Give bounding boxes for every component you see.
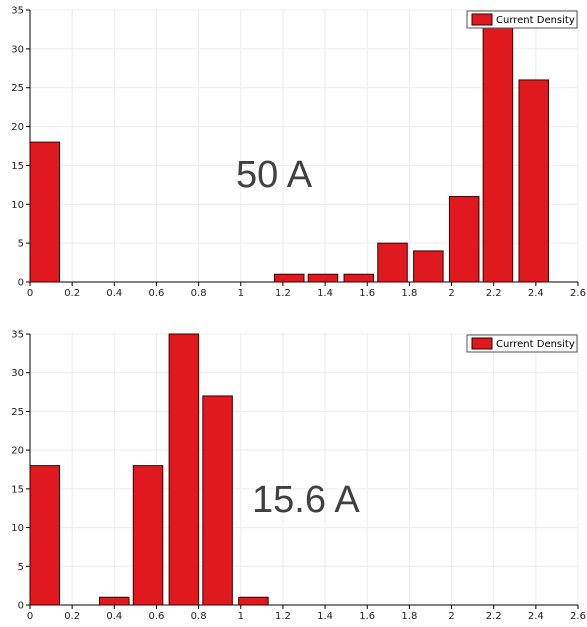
histogram-bar: [29, 465, 61, 606]
y-tick-label: 25: [11, 407, 24, 418]
x-tick-label: 0.2: [64, 611, 80, 622]
legend-swatch: [471, 337, 493, 350]
histogram-bar: [132, 465, 164, 606]
histogram-bar: [168, 333, 200, 606]
x-tick-label: 1.8: [401, 288, 417, 299]
histogram-chart-15-6a: 0 0.2 0.4 0.6 0.8 1 1.2 1.4 1.6 1.8 2 2.2 2.4 2.6 0 5 10…: [11, 330, 586, 623]
y-tick-label: 10: [11, 200, 24, 211]
chart-panel-15-6a: 0 0.2 0.4 0.6 0.8 1 1.2 1.4 1.6 1.8 2 2.2 2.4 2.6 0 5 10…: [0, 322, 587, 627]
x-tick-label: 2: [448, 611, 454, 622]
legend-label: Current Density: [496, 15, 575, 26]
y-tick-label: 15: [11, 161, 24, 172]
y-tick-label: 20: [11, 446, 24, 457]
legend-box: [466, 10, 578, 29]
x-tick-label: 1.4: [317, 611, 333, 622]
y-tick-label: 5: [18, 239, 24, 250]
x-tick-label: 1.2: [275, 611, 291, 622]
chart-panel-50a: 0 0.2 0.4 0.6 0.8 1 1.2 1.4 1.6 1.8 2 2.2 2.4 2.6 0 5 10…: [0, 0, 587, 310]
x-tick-label: 2.2: [486, 288, 502, 299]
x-tick-label: 0.4: [106, 611, 122, 622]
x-tick-label: 0.2: [64, 288, 80, 299]
annotation-15-6a: 15.6 A: [252, 479, 360, 521]
histogram-bar: [29, 141, 61, 283]
x-tick-label: 0.8: [191, 288, 207, 299]
x-tick-label: 0: [27, 288, 33, 299]
histogram-chart-50a: 0 0.2 0.4 0.6 0.8 1 1.2 1.4 1.6 1.8 2 2.2 2.4 2.6 0 5 10…: [11, 6, 586, 300]
histogram-bar: [238, 596, 269, 606]
y-tick-label: 0: [18, 278, 24, 289]
y-tick-label: 30: [11, 44, 24, 55]
histogram-bar: [343, 273, 375, 283]
x-tick-label: 1: [238, 611, 244, 622]
y-tick-label: 35: [11, 6, 24, 17]
histogram-bar: [307, 273, 339, 283]
annotation-50a: 50 A: [236, 154, 313, 196]
y-tick-label: 20: [11, 122, 24, 133]
histogram-bar: [202, 395, 233, 606]
y-tick-label: 25: [11, 83, 24, 94]
x-tick-label: 1.2: [275, 288, 291, 299]
x-tick-label: 0.6: [149, 611, 165, 622]
legend-swatch: [471, 13, 493, 26]
x-tick-label: 2.4: [528, 288, 544, 299]
histogram-bar: [273, 273, 305, 283]
histogram-bar: [413, 250, 444, 283]
x-tick-label: 1.6: [359, 288, 375, 299]
x-tick-label: 2: [448, 288, 454, 299]
x-tick-label: 1.4: [317, 288, 333, 299]
y-tick-label: 35: [11, 330, 24, 341]
y-tick-label: 30: [11, 368, 24, 379]
x-tick-label: 0.4: [106, 288, 122, 299]
y-tick-label: 0: [18, 601, 24, 612]
x-tick-label: 2.2: [486, 611, 502, 622]
histogram-bar: [448, 196, 480, 283]
histogram-bar: [518, 79, 549, 283]
legend-box: [466, 334, 578, 353]
x-tick-label: 1.8: [401, 611, 417, 622]
histogram-bar: [377, 242, 408, 283]
x-tick-label: 1.6: [359, 611, 375, 622]
y-tick-label: 10: [11, 523, 24, 534]
legend: Current Density: [466, 10, 578, 29]
x-tick-label: 0.6: [149, 288, 165, 299]
x-tick-label: 1: [238, 288, 244, 299]
x-tick-label: 2.6: [570, 611, 586, 622]
y-tick-label: 15: [11, 484, 24, 495]
x-tick-label: 0.8: [191, 611, 207, 622]
legend-label: Current Density: [496, 339, 575, 350]
histogram-bar: [99, 596, 130, 606]
x-tick-label: 0: [27, 611, 33, 622]
legend: Current Density: [466, 334, 578, 353]
x-tick-label: 2.6: [570, 288, 586, 299]
y-tick-label: 5: [18, 562, 24, 573]
histogram-bar: [482, 25, 514, 283]
x-tick-label: 2.4: [528, 611, 544, 622]
